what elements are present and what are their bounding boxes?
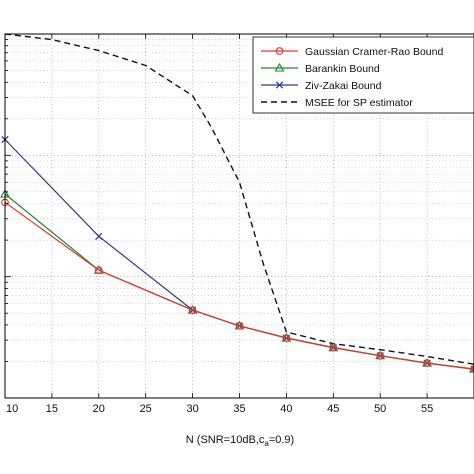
grid	[4, 34, 474, 399]
legend-label: MSEE for SP estimator	[305, 97, 413, 109]
data-point	[282, 334, 291, 342]
legend-entry: MSEE for SP estimator	[261, 97, 413, 109]
legend-entry: Ziv-Zakai Bound	[261, 80, 382, 92]
x-tick-label: 20	[93, 403, 105, 415]
data-point	[329, 343, 338, 352]
data-point	[235, 322, 244, 330]
legend-label: Gaussian Cramer-Rao Bound	[305, 46, 443, 58]
legend-box	[252, 36, 474, 114]
data-point	[376, 351, 385, 360]
legend: Gaussian Cramer-Rao Bound Barankin Bound Z…	[252, 36, 474, 114]
series-layer	[0, 33, 474, 373]
x-tick-label: 25	[140, 403, 152, 415]
x-tick-label: 45	[327, 403, 339, 415]
data-point	[275, 81, 284, 89]
legend-label: Barankin Bound	[305, 63, 380, 75]
data-point	[275, 47, 284, 55]
data-point	[94, 266, 103, 275]
x-axis-label: N (SNR=10dB,ca=0.9)	[186, 434, 294, 448]
data-point	[423, 359, 431, 367]
x-tick-label: 50	[374, 403, 386, 415]
data-point	[274, 62, 285, 72]
data-point	[470, 365, 474, 373]
x-tick-label: 55	[421, 403, 433, 415]
x-tick-label: 30	[186, 403, 198, 415]
x-tick-label: 15	[46, 403, 58, 415]
series-line	[4, 201, 474, 370]
legend-entry: Barankin Bound	[261, 62, 380, 75]
x-tick-label: 40	[280, 403, 292, 415]
x-tick-label: 35	[233, 403, 245, 415]
x-ticks: 10 15 20 25 30 35 40 45 50 55	[4, 34, 433, 415]
legend-label: Ziv-Zakai Bound	[305, 80, 382, 92]
series-msee-for-sp-estimator	[4, 33, 474, 365]
x-tick-label: 10	[6, 403, 18, 415]
data-point	[188, 306, 197, 314]
data-point	[95, 232, 103, 240]
legend-entry: Gaussian Cramer-Rao Bound	[261, 46, 443, 58]
series-line	[4, 33, 474, 365]
